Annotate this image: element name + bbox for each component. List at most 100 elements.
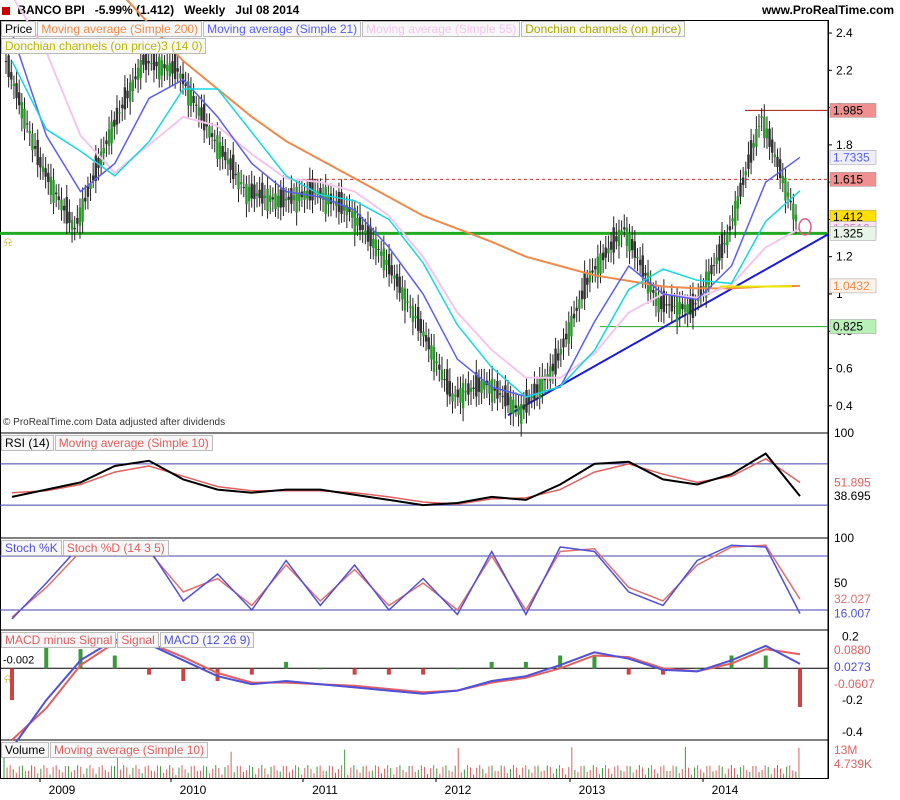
candle-body bbox=[652, 290, 655, 293]
macd-tick-label: -0.2 bbox=[842, 693, 863, 707]
candle-body bbox=[533, 383, 536, 400]
candle-body bbox=[187, 81, 190, 106]
candle-body bbox=[121, 104, 124, 109]
legend-ma55[interactable]: Moving average (Simple 55) bbox=[362, 21, 521, 37]
legend-rsi-ma[interactable]: Moving average (Simple 10) bbox=[54, 435, 213, 451]
ma55-line[interactable] bbox=[12, 0, 801, 379]
legend-stoch-k[interactable]: Stoch %K bbox=[1, 540, 62, 556]
candle-body bbox=[424, 335, 428, 342]
candle-body bbox=[168, 63, 172, 77]
legend-volume[interactable]: Volume bbox=[1, 742, 50, 758]
candle-body bbox=[419, 318, 423, 333]
candle-body bbox=[374, 239, 378, 257]
candle-body bbox=[694, 303, 697, 305]
date: Jul 08 2014 bbox=[235, 3, 300, 17]
candle-body bbox=[461, 382, 465, 409]
candle-body bbox=[794, 214, 798, 222]
legend-ma21[interactable]: Moving average (Simple 21) bbox=[203, 21, 362, 37]
macd-hist-bar bbox=[592, 655, 597, 669]
candle-body bbox=[448, 381, 452, 397]
legend-macd-signal[interactable]: Signal bbox=[117, 632, 159, 648]
candle-body bbox=[726, 233, 729, 246]
candle-body bbox=[747, 154, 750, 169]
volume-legend: Volume Moving average (Simple 10) bbox=[1, 742, 209, 758]
candle-body bbox=[689, 298, 692, 315]
ma21-line[interactable] bbox=[11, 32, 801, 398]
candle-body bbox=[734, 200, 737, 226]
candle-body bbox=[512, 399, 515, 414]
candle-body bbox=[660, 294, 663, 310]
x-tick-label: 2012 bbox=[445, 783, 472, 797]
macd-hist-bar bbox=[626, 668, 631, 675]
price-label-5: 1.325 bbox=[833, 226, 863, 240]
price-label-box bbox=[829, 319, 877, 334]
price-tick-label: 1.8 bbox=[836, 138, 853, 152]
candle-body bbox=[308, 180, 312, 201]
header-marker-icon bbox=[2, 6, 10, 15]
candle-body bbox=[20, 102, 24, 119]
candle-body bbox=[263, 195, 267, 199]
candle-body bbox=[173, 53, 177, 80]
price-legend-2: Donchian channels (on price)3 (14 0) bbox=[1, 38, 207, 54]
candle-body bbox=[279, 189, 282, 208]
rsi-line[interactable] bbox=[11, 452, 801, 507]
candle-body bbox=[377, 248, 380, 250]
candle-body bbox=[699, 286, 703, 297]
candle-body bbox=[292, 195, 296, 201]
candle-body bbox=[290, 188, 293, 204]
stoch-legend: Stoch %K Stoch %D (14 3 5) bbox=[1, 540, 170, 556]
legend-donchian[interactable]: Donchian channels (on price) bbox=[521, 21, 686, 37]
candle-body bbox=[18, 92, 21, 106]
candle-body bbox=[57, 196, 61, 200]
ema-cyan-line[interactable] bbox=[11, 60, 801, 398]
legend-stoch-d[interactable]: Stoch %D (14 3 5) bbox=[62, 540, 169, 556]
candle-body bbox=[760, 116, 763, 118]
ma200-line[interactable] bbox=[12, 0, 801, 290]
macd-hist-bar bbox=[798, 668, 802, 707]
candle-body bbox=[255, 193, 259, 196]
stoch-label-1: 16.007 bbox=[834, 607, 871, 621]
site-link[interactable]: www.ProRealTime.com bbox=[761, 3, 894, 17]
legend-rsi[interactable]: RSI (14) bbox=[1, 435, 54, 451]
candle-body bbox=[586, 277, 589, 285]
legend-donchian-2[interactable]: Donchian channels (on price)3 (14 0) bbox=[1, 38, 207, 54]
candle-body bbox=[755, 128, 758, 147]
price-change: -5.99% (1.412) bbox=[94, 3, 175, 17]
candle-body bbox=[575, 307, 578, 311]
candle-body bbox=[123, 87, 127, 110]
legend-ma200[interactable]: Moving average (Simple 200) bbox=[37, 21, 203, 37]
price-legend: Price Moving average (Simple 200) Moving a… bbox=[1, 21, 686, 37]
candle-body bbox=[345, 204, 349, 216]
legend-macd-hist[interactable]: MACD minus Signal bbox=[1, 632, 117, 648]
candle-body bbox=[202, 104, 206, 131]
rsi-ma-line[interactable] bbox=[11, 457, 801, 505]
x-tick-label: 2011 bbox=[312, 783, 338, 797]
candle-body bbox=[126, 90, 129, 99]
candle-body bbox=[287, 196, 290, 200]
macd-alert-bell-icon[interactable]: ⍾ bbox=[4, 671, 12, 685]
candle-body bbox=[25, 123, 29, 125]
macd-hist-bar bbox=[78, 649, 83, 669]
price-label-box bbox=[829, 103, 877, 118]
candle-body bbox=[422, 331, 425, 337]
legend-volume-ma[interactable]: Moving average (Simple 10) bbox=[50, 742, 209, 758]
candle-body bbox=[205, 123, 209, 127]
candle-body bbox=[517, 405, 520, 416]
macd-line[interactable] bbox=[11, 638, 801, 749]
candle-body bbox=[131, 79, 135, 91]
macd-hist-bar bbox=[695, 668, 700, 670]
price-label-3: 1.412 bbox=[833, 210, 863, 224]
x-tick-label: 2009 bbox=[49, 783, 76, 797]
candle-body bbox=[501, 395, 504, 397]
candle-body bbox=[192, 96, 195, 104]
highlight-ellipse[interactable] bbox=[798, 218, 812, 236]
candle-body bbox=[480, 380, 483, 394]
candle-body bbox=[245, 183, 248, 205]
candle-body bbox=[115, 107, 119, 125]
candle-body bbox=[715, 257, 718, 265]
alert-bell-icon[interactable]: ⍾ bbox=[4, 234, 12, 248]
legend-macd[interactable]: MACD (12 26 9) bbox=[159, 632, 255, 648]
candle-body bbox=[475, 372, 478, 397]
candle-body bbox=[530, 396, 533, 399]
legend-price[interactable]: Price bbox=[1, 21, 37, 37]
